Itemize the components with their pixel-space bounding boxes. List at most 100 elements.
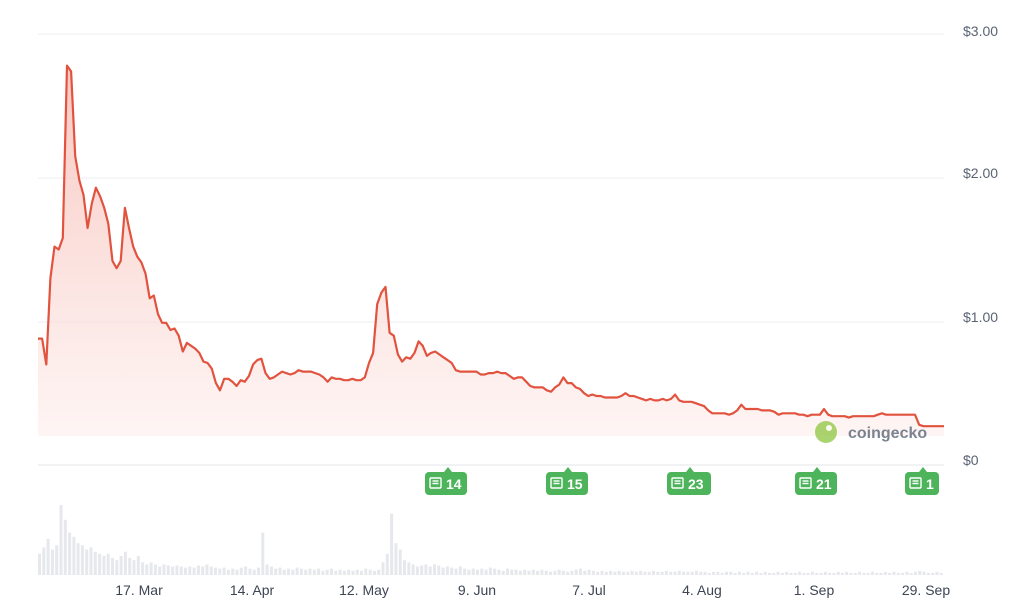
- news-badge-23[interactable]: 23: [667, 467, 711, 495]
- volume-bar: [931, 572, 935, 575]
- volume-bar: [630, 570, 634, 575]
- volume-bar: [89, 547, 93, 575]
- price-line[interactable]: [38, 64, 944, 428]
- volume-bar: [536, 570, 540, 575]
- volume-bar: [372, 570, 376, 575]
- volume-bar: [690, 571, 694, 575]
- volume-bar: [669, 571, 673, 575]
- volume-bar: [454, 568, 458, 575]
- volume-bar: [424, 564, 428, 575]
- volume-bar: [858, 571, 862, 575]
- volume-bar: [866, 572, 870, 575]
- volume-bar: [712, 571, 716, 575]
- volume-bar: [523, 569, 527, 575]
- gridlines: [38, 33, 944, 466]
- volume-bar: [591, 570, 595, 575]
- volume-bar: [634, 571, 638, 575]
- volume-bar: [162, 564, 166, 575]
- volume-bar: [579, 568, 583, 575]
- volume-bar: [686, 571, 690, 575]
- volume-bar: [682, 571, 686, 575]
- volume-bar: [428, 566, 432, 575]
- volume-bar: [613, 571, 617, 575]
- volume-bar: [673, 571, 677, 575]
- volume-bar: [441, 567, 445, 575]
- volume-bar: [437, 565, 441, 575]
- volume-bar: [888, 572, 892, 575]
- volume-bar: [390, 513, 394, 575]
- news-badge-14[interactable]: 14: [425, 467, 467, 495]
- volume-bar: [407, 562, 411, 575]
- volume-bar: [604, 571, 608, 575]
- volume-bar: [909, 572, 913, 575]
- volume-bar: [287, 568, 291, 575]
- volume-bar: [849, 572, 853, 575]
- news-badge-21[interactable]: 21: [795, 467, 837, 495]
- volume-bar: [553, 570, 557, 575]
- volume-bar: [261, 532, 265, 575]
- volume-bar: [445, 566, 449, 575]
- gecko-icon: [815, 421, 837, 443]
- volume-bar: [325, 569, 329, 575]
- volume-bar: [377, 569, 381, 575]
- volume-bar: [725, 571, 729, 575]
- volume-bar: [836, 571, 840, 575]
- newspaper-icon: [799, 477, 812, 489]
- volume-bar: [823, 571, 827, 575]
- volume-bar: [420, 565, 424, 575]
- volume-bar: [128, 558, 132, 575]
- volume-bar: [269, 566, 273, 575]
- volume-bar: [939, 572, 943, 575]
- volume-bar: [716, 571, 720, 575]
- volume-bar: [248, 568, 252, 575]
- volume-bar: [922, 571, 926, 575]
- volume-bar: [184, 567, 188, 575]
- volume-bar: [196, 565, 200, 575]
- volume-bar: [755, 571, 759, 575]
- newspaper-icon: [429, 477, 442, 489]
- volume-bar: [600, 570, 604, 575]
- volume-bar: [132, 560, 136, 575]
- volume-bar: [703, 571, 707, 575]
- volume-bar: [785, 571, 789, 575]
- volume-bar: [471, 568, 475, 575]
- volume-bar: [291, 569, 295, 575]
- volume-bar: [415, 566, 419, 575]
- volume-bar: [531, 569, 535, 575]
- volume-bar: [450, 567, 454, 575]
- volume-bar: [222, 567, 226, 575]
- news-badge-15[interactable]: 15: [546, 467, 588, 495]
- volume-bar: [98, 553, 102, 575]
- volume-bar: [175, 565, 179, 575]
- volume-bar: [209, 566, 213, 575]
- volume-bar: [828, 572, 832, 575]
- volume-bar: [46, 538, 50, 575]
- x-tick-label: 14. Apr: [230, 582, 275, 598]
- volume-bar: [832, 572, 836, 575]
- volume-bar: [360, 570, 364, 575]
- x-tick-label: 12. May: [339, 582, 389, 598]
- news-badge-1[interactable]: 1: [905, 467, 939, 495]
- volume-bar: [566, 571, 570, 575]
- volume-bar: [883, 571, 887, 575]
- volume-bar: [793, 572, 797, 575]
- volume-bar: [218, 568, 222, 575]
- volume-bar: [527, 570, 531, 575]
- volume-bar: [166, 565, 170, 575]
- y-tick-label: $3.00: [963, 23, 998, 39]
- volume-bar: [596, 571, 600, 575]
- volume-bar: [540, 569, 544, 575]
- volume-bar: [312, 569, 316, 575]
- news-badge-count: 23: [688, 476, 704, 492]
- newspaper-icon: [550, 477, 563, 489]
- volume-bar: [145, 564, 149, 575]
- volume-bar: [484, 569, 488, 575]
- volume-bar: [342, 570, 346, 575]
- volume-bar: [63, 519, 67, 575]
- volume-bar: [171, 566, 175, 575]
- x-tick-label: 9. Jun: [458, 582, 496, 598]
- volume-bar: [488, 567, 492, 575]
- volume-bar: [80, 545, 84, 575]
- volume-bar: [347, 569, 351, 575]
